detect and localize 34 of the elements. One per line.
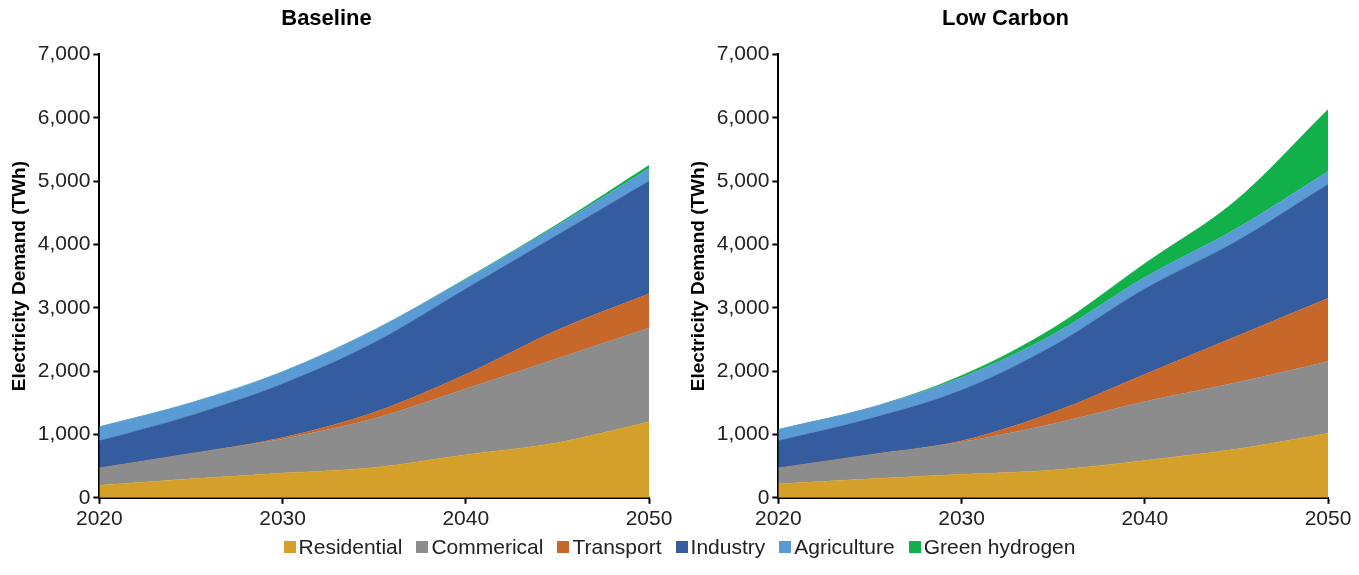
x-tick-label: 2050 — [625, 506, 673, 530]
y-tick-label: 5,000 — [37, 167, 91, 191]
y-tick-label: 4,000 — [716, 231, 770, 255]
chart-title: Baseline — [281, 5, 372, 31]
legend-label: Transport — [572, 535, 662, 559]
y-axis-title: Electricity Demand (TWh) — [7, 161, 29, 392]
y-tick-label: 3,000 — [37, 294, 91, 318]
x-tick-label: 2020 — [75, 506, 123, 530]
legend-label: Industry — [690, 535, 766, 559]
legend-label: Residential — [298, 535, 403, 559]
y-tick-label: 1,000 — [716, 421, 770, 445]
y-tick-label: 2,000 — [37, 357, 91, 381]
y-tick-label: 3,000 — [716, 294, 770, 318]
legend-label: Green hydrogen — [923, 535, 1076, 559]
x-tick-label: 2040 — [1121, 506, 1169, 530]
y-tick-label: 1,000 — [37, 421, 91, 445]
y-tick-label: 6,000 — [37, 104, 91, 128]
x-tick-label: 2040 — [442, 506, 490, 530]
legend-label: Agriculture — [794, 535, 895, 559]
y-tick-label: 7,000 — [37, 41, 91, 65]
x-tick-label: 2020 — [754, 506, 802, 530]
legend-label: Commerical — [431, 535, 544, 559]
y-tick-label: 5,000 — [716, 167, 770, 191]
chart-title: Low Carbon — [941, 5, 1070, 31]
y-tick-label: 2,000 — [716, 357, 770, 381]
x-tick-label: 2030 — [259, 506, 306, 530]
y-tick-label: 7,000 — [716, 41, 770, 65]
y-tick-label: 6,000 — [716, 104, 770, 128]
y-tick-label: 0 — [78, 484, 91, 508]
x-tick-label: 2030 — [938, 506, 985, 530]
x-tick-label: 2050 — [1304, 506, 1352, 530]
y-tick-label: 0 — [757, 484, 770, 508]
y-tick-label: 4,000 — [37, 231, 91, 255]
y-axis-title: Electricity Demand (TWh) — [686, 161, 708, 392]
